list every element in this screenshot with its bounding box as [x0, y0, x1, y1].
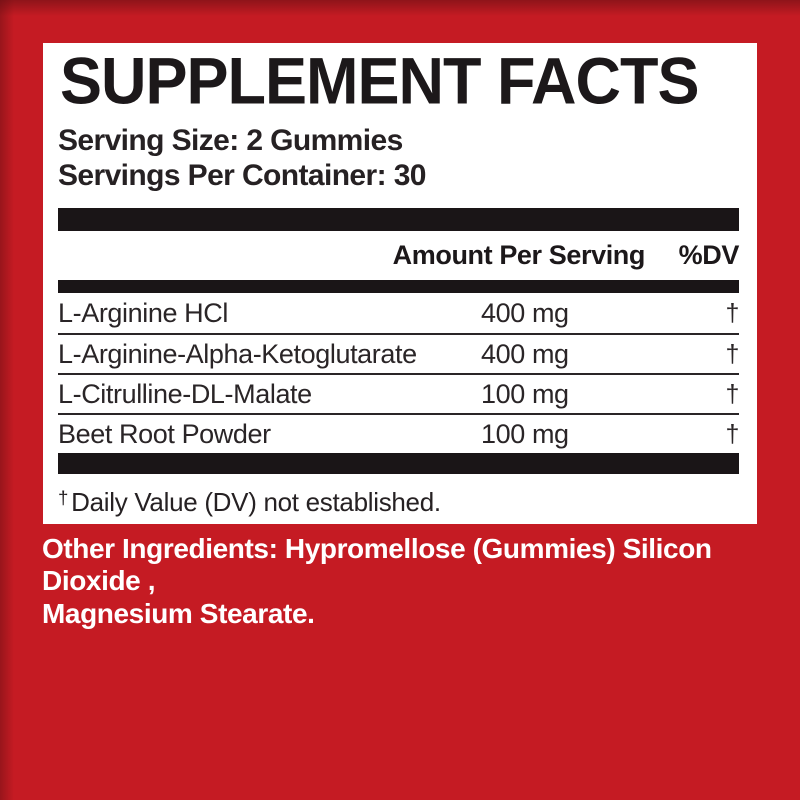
dagger-symbol: †	[58, 487, 69, 509]
table-row: L-Arginine-Alpha-Ketoglutarate 400 mg †	[58, 333, 739, 373]
column-header-row: Amount Per Serving %DV	[58, 231, 740, 280]
dv-header: %DV	[678, 240, 740, 270]
other-ingredients-line: Magnesium Stearate.	[42, 597, 315, 629]
other-ingredients-line: Other Ingredients: Hypromellose (Gummies…	[42, 533, 712, 597]
ingredient-name: Beet Root Powder	[58, 418, 271, 449]
ingredient-dv: †	[725, 339, 739, 368]
footnote: † Daily Value (DV) not established.	[58, 487, 739, 518]
ingredient-amount: 400 mg	[481, 338, 569, 369]
servings-per-container: Servings Per Container: 30	[58, 158, 426, 192]
ingredient-name: L-Citrulline-DL-Malate	[58, 378, 312, 409]
divider-bar-top	[58, 208, 739, 231]
table-row: L-Citrulline-DL-Malate 100 mg †	[58, 373, 739, 413]
ingredient-dv: †	[725, 379, 739, 408]
ingredient-amount: 400 mg	[481, 297, 569, 328]
amount-per-serving-header: Amount Per Serving	[392, 240, 646, 270]
other-ingredients: Other Ingredients: Hypromellose (Gummies…	[42, 533, 777, 630]
supplement-facts-panel: SUPPLEMENT FACTS Serving Size: 2 Gummies…	[43, 43, 757, 524]
ingredient-dv: †	[725, 419, 739, 448]
ingredient-amount: 100 mg	[481, 418, 569, 449]
divider-bar-header	[58, 280, 739, 293]
ingredient-amount: 100 mg	[481, 378, 569, 409]
ingredient-dv: †	[725, 298, 739, 327]
ingredient-name: L-Arginine-Alpha-Ketoglutarate	[58, 338, 417, 369]
footnote-text: Daily Value (DV) not established.	[71, 487, 441, 517]
ingredient-name: L-Arginine HCl	[58, 297, 228, 328]
divider-bar-bottom	[58, 453, 739, 474]
table-row: L-Arginine HCl 400 mg †	[58, 293, 739, 333]
serving-size: Serving Size: 2 Gummies	[58, 124, 403, 157]
serving-info: Serving Size: 2 Gummies Servings Per Con…	[58, 124, 739, 193]
panel-title: SUPPLEMENT FACTS	[60, 44, 700, 119]
table-row: Beet Root Powder 100 mg †	[58, 413, 739, 453]
